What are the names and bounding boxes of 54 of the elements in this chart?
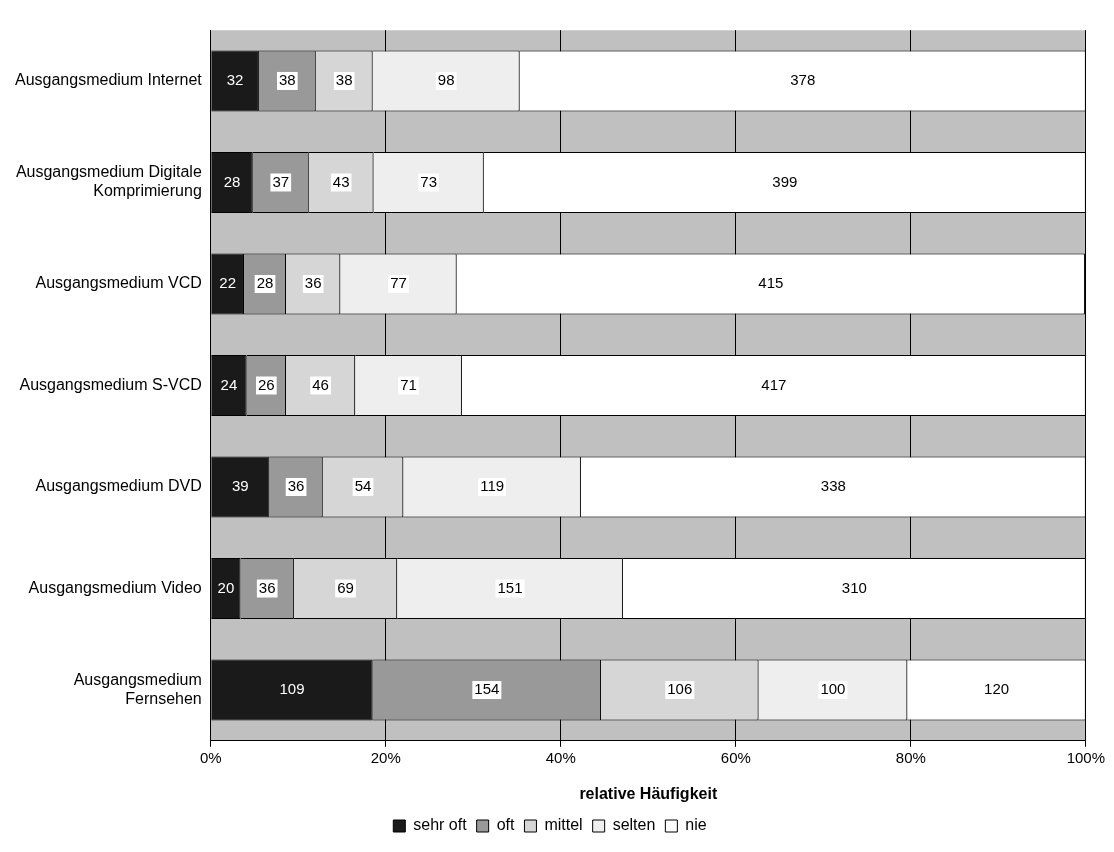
y-tick-label: Ausgangsmedium Digitale Komprimierung <box>15 163 202 200</box>
y-tick-label: Ausgangsmedium DVD <box>35 477 202 495</box>
x-tick-label: 0% <box>199 748 222 766</box>
annotation: 39 <box>231 477 249 495</box>
y-tick-label: Ausgangsmedium Fernsehen <box>73 670 202 708</box>
annotation: 69 <box>337 578 354 596</box>
annotation: 77 <box>390 274 407 292</box>
annotation: 106 <box>667 680 693 698</box>
annotation: 338 <box>820 477 846 495</box>
annotation: 38 <box>335 71 353 89</box>
annotation: 415 <box>758 274 784 292</box>
annotation: 36 <box>287 477 305 495</box>
x-axis-title: relative Häufigkeit <box>579 784 718 802</box>
annotation: 36 <box>304 274 322 292</box>
x-tick-label: 100% <box>1066 748 1106 766</box>
annotation: 28 <box>256 274 274 292</box>
annotation: 399 <box>772 172 798 190</box>
x-tick-label: 60% <box>720 748 751 766</box>
y-tick-label: Ausgangsmedium VCD <box>35 274 202 292</box>
annotation: 151 <box>497 578 523 596</box>
annotation: 36 <box>258 578 276 596</box>
annotation: 73 <box>420 172 437 190</box>
annotation: 37 <box>272 172 290 190</box>
legend-label: mittel <box>544 816 583 834</box>
annotation: 119 <box>480 477 505 495</box>
annotation: 109 <box>279 680 305 698</box>
annotation: 71 <box>400 375 417 393</box>
annotation: 38 <box>279 71 296 89</box>
y-tick-label: Ausgangsmedium Video <box>28 578 202 596</box>
y-tick-label: Ausgangsmedium S-VCD <box>19 375 202 393</box>
annotation: 417 <box>761 375 787 393</box>
x-tick-label: 20% <box>370 748 401 766</box>
annotation: 26 <box>257 375 275 393</box>
annotation: 54 <box>354 477 372 495</box>
annotation: 378 <box>790 71 816 89</box>
legend-label: sehr oft <box>413 816 468 834</box>
annotation: 22 <box>219 274 236 292</box>
annotation: 28 <box>223 172 241 190</box>
annotation: 120 <box>984 680 1010 698</box>
legend-label: selten <box>612 816 656 834</box>
annotation: 24 <box>220 375 238 393</box>
x-tick-label: 40% <box>545 748 576 766</box>
annotation: 310 <box>841 578 867 596</box>
legend-label: nie <box>685 816 707 834</box>
annotation: 32 <box>226 71 244 89</box>
annotation: 154 <box>474 680 500 698</box>
x-tick-label: 80% <box>895 748 926 766</box>
annotation: 100 <box>820 680 846 698</box>
legend-label: oft <box>496 816 515 834</box>
annotation: 20 <box>217 578 235 596</box>
annotation: 43 <box>332 172 350 190</box>
annotation: 46 <box>312 375 329 393</box>
annotation: 98 <box>437 71 455 89</box>
y-tick-label: Ausgangsmedium Internet <box>14 71 203 89</box>
